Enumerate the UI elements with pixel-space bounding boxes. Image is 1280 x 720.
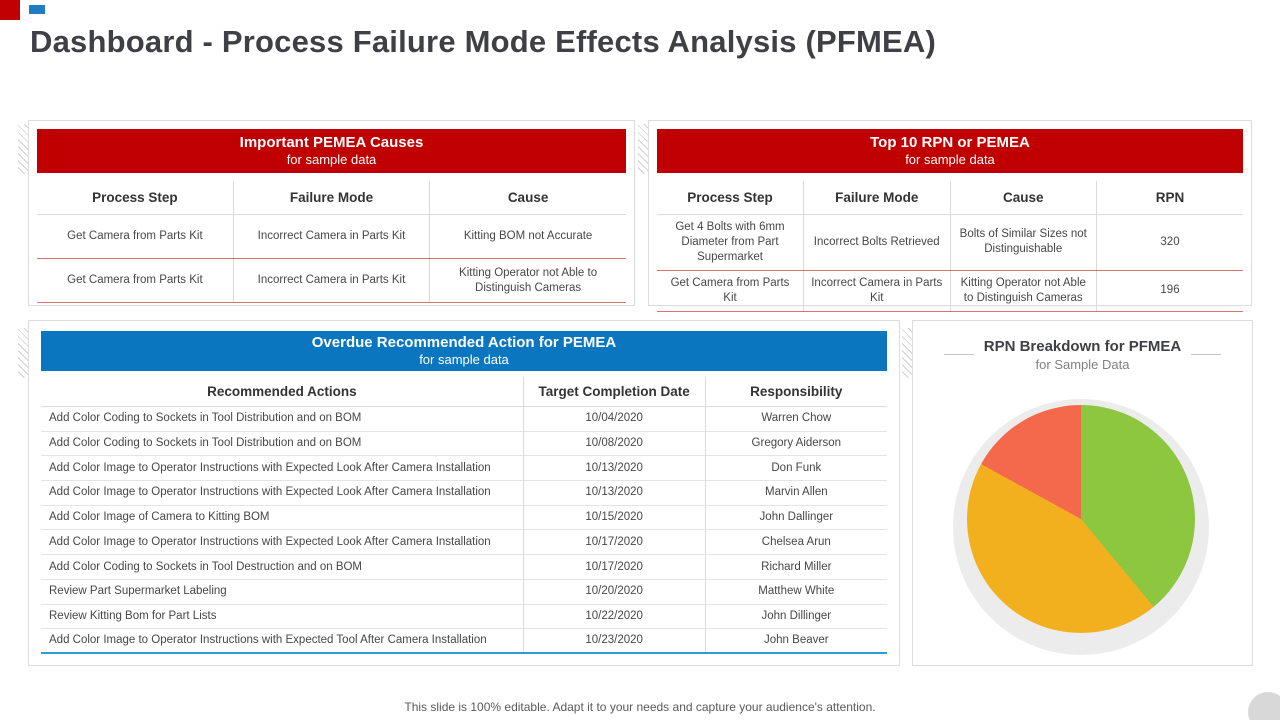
overdue-subtitle: for sample data [419, 351, 509, 367]
important-causes-panel: Important PEMEA Causes for sample data P… [28, 120, 635, 306]
decorative-line-right [1191, 354, 1222, 356]
header-row: Process Step Failure Mode Cause RPN [657, 181, 1243, 215]
top-rpn-panel: Top 10 RPN or PEMEA for sample data Proc… [648, 120, 1252, 312]
rpn-breakdown-panel: RPN Breakdown for PFMEA for Sample Data [912, 320, 1253, 666]
table-cell: Kitting Operator not Able to Distinguish… [950, 270, 1097, 312]
table-row: Get Camera from Parts Kit Incorrect Camer… [37, 214, 626, 259]
table-cell: Get 4 Bolts with 6mm Diameter from Part … [657, 214, 804, 271]
table-row: Get 4 Bolts with 6mm Diameter from Part … [657, 214, 1243, 271]
table-row: Add Color Image to Operator Instructions… [41, 480, 887, 506]
table-row: Add Color Image to Operator Instructions… [41, 455, 887, 482]
table-cell: 10/08/2020 [523, 431, 706, 457]
table-row: Add Color Image to Operator Instructions… [41, 628, 887, 655]
table-cell: Add Color Image to Operator Instructions… [41, 480, 524, 506]
decorative-line-left [943, 354, 974, 356]
rpn-title: Top 10 RPN or PEMEA [870, 134, 1030, 152]
pie-chart-title: RPN Breakdown for PFMEA [983, 338, 1182, 355]
column-header: RPN [1096, 181, 1243, 215]
causes-header-band: Important PEMEA Causes for sample data [37, 129, 626, 173]
column-header: Target Completion Date [523, 377, 706, 407]
table-cell: 10/20/2020 [523, 579, 706, 605]
rpn-pie-chart [967, 405, 1195, 633]
causes-title: Important PEMEA Causes [239, 134, 424, 152]
table-row: Add Color Coding to Sockets in Tool Dist… [41, 431, 887, 457]
causes-subtitle: for sample data [286, 151, 377, 167]
table-cell: 10/17/2020 [523, 554, 706, 580]
rpn-table: Process Step Failure Mode Cause RPN Get 4 Bo… [657, 181, 1243, 312]
table-cell: Incorrect Camera in Parts Kit [233, 258, 431, 303]
table-cell: Add Color Coding to Sockets in Tool Dest… [41, 554, 524, 580]
rpn-header-band: Top 10 RPN or PEMEA for sample data [657, 129, 1243, 173]
table-cell: 10/15/2020 [523, 505, 706, 531]
table-cell: Richard Miller [705, 554, 887, 580]
table-cell: 10/04/2020 [523, 406, 706, 432]
table-row: Add Color Image to Operator Instructions… [41, 529, 887, 556]
causes-table: Process Step Failure Mode Cause Get Camera … [37, 181, 626, 303]
table-cell: Incorrect Camera in Parts Kit [233, 214, 431, 259]
column-header: Responsibility [705, 377, 887, 407]
corner-blue-bar-decoration [29, 5, 45, 14]
column-header: Recommended Actions [41, 377, 524, 407]
table-cell: Incorrect Camera in Parts Kit [803, 270, 951, 312]
table-cell: Marvin Allen [705, 480, 887, 506]
table-cell: 10/13/2020 [523, 455, 706, 482]
table-cell: Add Color Coding to Sockets in Tool Dist… [41, 406, 524, 432]
table-cell: Don Funk [705, 455, 887, 482]
table-cell: Bolts of Similar Sizes not Distinguishab… [950, 214, 1097, 271]
table-cell: 10/23/2020 [523, 628, 706, 655]
column-header: Failure Mode [803, 181, 951, 215]
table-cell: Add Color Image to Operator Instructions… [41, 628, 524, 655]
table-row: Get Camera from Parts Kit Incorrect Camer… [657, 270, 1243, 312]
footer-note: This slide is 100% editable. Adapt it to… [404, 700, 876, 714]
table-cell: John Dillinger [705, 604, 887, 630]
table-cell: Get Camera from Parts Kit [37, 214, 234, 259]
table-cell: John Dallinger [705, 505, 887, 531]
table-row: Add Color Coding to Sockets in Tool Dist… [41, 406, 887, 432]
overdue-table: Recommended Actions Target Completion Dat… [41, 377, 887, 655]
column-header: Cause [950, 181, 1097, 215]
table-cell: Review Kitting Bom for Part Lists [41, 604, 524, 630]
table-cell: Review Part Supermarket Labeling [41, 579, 524, 605]
table-cell: 10/17/2020 [523, 529, 706, 556]
table-cell: Incorrect Bolts Retrieved [803, 214, 951, 271]
table-cell: Chelsea Arun [705, 529, 887, 556]
column-header: Cause [429, 181, 626, 215]
column-header: Process Step [37, 181, 234, 215]
table-row: Review Kitting Bom for Part Lists 10/22/2… [41, 604, 887, 630]
table-cell: 196 [1096, 270, 1243, 312]
table-cell: Matthew White [705, 579, 887, 605]
slide-title: Dashboard - Process Failure Mode Effects… [30, 24, 937, 59]
table-cell: 320 [1096, 214, 1243, 271]
table-row: Review Part Supermarket Labeling 10/20/20… [41, 579, 887, 605]
pie-chart-subtitle: for Sample Data [1035, 356, 1130, 372]
table-cell: 10/22/2020 [523, 604, 706, 630]
header-row: Process Step Failure Mode Cause [37, 181, 626, 215]
table-cell: Kitting Operator not Able to Distinguish… [429, 258, 626, 303]
overdue-title: Overdue Recommended Action for PEMEA [311, 334, 617, 352]
table-cell: Add Color Image to Operator Instructions… [41, 455, 524, 482]
corner-red-square-decoration [0, 0, 20, 20]
table-cell: Gregory Aiderson [705, 431, 887, 457]
rpn-subtitle: for sample data [905, 151, 995, 167]
overdue-actions-panel: Overdue Recommended Action for PEMEA for… [28, 320, 900, 666]
table-cell: Add Color Image to Operator Instructions… [41, 529, 524, 556]
table-cell: John Beaver [705, 628, 887, 655]
table-cell: Get Camera from Parts Kit [37, 258, 234, 303]
table-row: Get Camera from Parts Kit Incorrect Camer… [37, 258, 626, 303]
table-row: Add Color Image of Camera to Kitting BOM… [41, 505, 887, 531]
table-cell: Add Color Image of Camera to Kitting BOM [41, 505, 524, 531]
table-row: Add Color Coding to Sockets in Tool Dest… [41, 554, 887, 580]
overdue-header-band: Overdue Recommended Action for PEMEA for… [41, 331, 887, 371]
header-row: Recommended Actions Target Completion Dat… [41, 377, 887, 407]
table-cell: Warren Chow [705, 406, 887, 432]
table-cell: Kitting BOM not Accurate [429, 214, 626, 259]
table-cell: 10/13/2020 [523, 480, 706, 506]
table-cell: Get Camera from Parts Kit [657, 270, 804, 312]
pie-chart-header: RPN Breakdown for PFMEA for Sample Data [913, 337, 1252, 372]
column-header: Failure Mode [233, 181, 431, 215]
column-header: Process Step [657, 181, 804, 215]
table-cell: Add Color Coding to Sockets in Tool Dist… [41, 431, 524, 457]
corner-circle-decoration [1248, 692, 1280, 720]
